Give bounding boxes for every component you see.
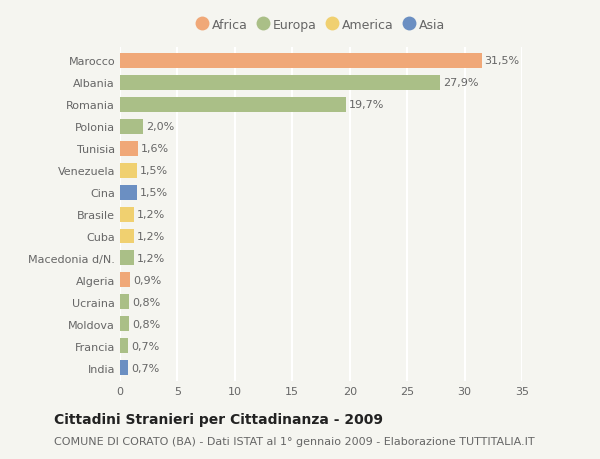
Text: 0,8%: 0,8% [132,297,160,307]
Text: 1,5%: 1,5% [140,166,168,176]
Text: 2,0%: 2,0% [146,122,174,132]
Text: 0,7%: 0,7% [131,363,159,373]
Bar [120,98,346,112]
Bar [120,251,134,266]
Bar [120,317,129,331]
Bar [120,338,128,353]
Bar [120,76,440,91]
Bar [120,141,139,157]
Text: 31,5%: 31,5% [485,56,520,66]
Text: 0,7%: 0,7% [131,341,159,351]
Bar [120,207,134,222]
Text: 0,8%: 0,8% [132,319,160,329]
Text: 0,9%: 0,9% [133,275,161,285]
Text: 19,7%: 19,7% [349,100,385,110]
Text: COMUNE DI CORATO (BA) - Dati ISTAT al 1° gennaio 2009 - Elaborazione TUTTITALIA.: COMUNE DI CORATO (BA) - Dati ISTAT al 1°… [54,436,535,446]
Text: 1,5%: 1,5% [140,188,168,198]
Bar [120,295,129,310]
Bar [120,273,130,288]
Bar [120,360,128,375]
Text: Cittadini Stranieri per Cittadinanza - 2009: Cittadini Stranieri per Cittadinanza - 2… [54,412,383,426]
Text: 1,2%: 1,2% [137,253,165,263]
Bar [120,229,134,244]
Text: 1,2%: 1,2% [137,210,165,219]
Bar [120,163,137,178]
Bar [120,185,137,200]
Bar [120,119,143,134]
Bar [120,54,482,69]
Text: 1,2%: 1,2% [137,231,165,241]
Text: 27,9%: 27,9% [443,78,479,88]
Legend: Africa, Europa, America, Asia: Africa, Europa, America, Asia [194,16,448,34]
Text: 1,6%: 1,6% [141,144,169,154]
